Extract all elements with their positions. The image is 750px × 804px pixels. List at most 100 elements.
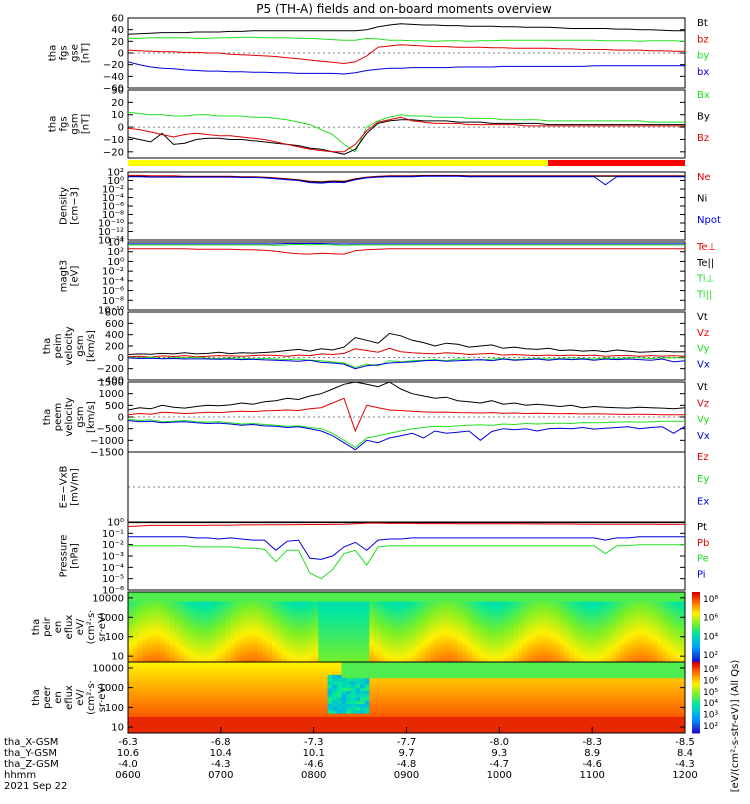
heat-cell xyxy=(643,621,648,625)
heat-cell xyxy=(485,714,490,718)
heat-cell xyxy=(225,668,230,672)
heat-cell xyxy=(151,727,156,731)
heat-cell xyxy=(509,662,514,666)
heat-cell xyxy=(546,678,551,682)
heat-cell xyxy=(221,621,226,625)
heat-cell xyxy=(481,691,486,695)
y-tick-label: 0 xyxy=(118,49,124,60)
heat-cell xyxy=(314,598,319,602)
heat-cell xyxy=(221,662,226,666)
heat-cell xyxy=(462,598,467,602)
heat-cell xyxy=(272,621,277,625)
heat-cell xyxy=(290,727,295,731)
heat-cell xyxy=(369,720,374,724)
heat-cell xyxy=(174,640,179,644)
heat-cell xyxy=(615,633,620,637)
heat-cell xyxy=(230,698,235,702)
heat-cell xyxy=(592,592,597,596)
heat-cell xyxy=(221,688,226,692)
heat-cell xyxy=(648,643,653,647)
heat-cell xyxy=(509,681,514,685)
heat-cell xyxy=(272,678,277,682)
heat-cell xyxy=(532,617,537,621)
heat-cell xyxy=(374,707,379,711)
heat-cell xyxy=(550,720,555,724)
heat-cell xyxy=(342,691,347,695)
heat-cell xyxy=(216,652,221,656)
heat-cell xyxy=(360,723,365,727)
heat-cell xyxy=(532,714,537,718)
heat-cell xyxy=(323,714,328,718)
heat-cell xyxy=(532,621,537,625)
heat-cell xyxy=(216,643,221,647)
heat-cell xyxy=(527,694,532,698)
heat-cell xyxy=(221,681,226,685)
heat-cell xyxy=(225,614,230,618)
heat-cell xyxy=(314,649,319,653)
heat-cell xyxy=(657,602,662,606)
heat-cell xyxy=(620,656,625,660)
heat-cell xyxy=(416,617,421,621)
heat-cell xyxy=(393,656,398,660)
heat-cell xyxy=(337,688,342,692)
heat-cell xyxy=(244,675,249,679)
heat-cell xyxy=(286,701,291,705)
heat-cell xyxy=(383,605,388,609)
heat-cell xyxy=(407,675,412,679)
heat-cell xyxy=(309,694,314,698)
heat-cell xyxy=(137,624,142,628)
y-axis-label: sr·eV) xyxy=(97,612,108,641)
heat-cell xyxy=(546,595,551,599)
heat-cell xyxy=(430,637,435,641)
heat-cell xyxy=(536,643,541,647)
heat-cell xyxy=(444,630,449,634)
heat-cell xyxy=(239,605,244,609)
heat-cell xyxy=(448,698,453,702)
heat-cell xyxy=(133,614,138,618)
heat-cell xyxy=(332,617,337,621)
heat-cell xyxy=(546,701,551,705)
heat-cell xyxy=(518,608,523,612)
heat-cell xyxy=(657,646,662,650)
heat-cell xyxy=(518,665,523,669)
heat-cell xyxy=(179,624,184,628)
heat-cell xyxy=(499,714,504,718)
heat-cell xyxy=(207,652,212,656)
heat-cell xyxy=(174,602,179,606)
heat-cell xyxy=(207,723,212,727)
heat-cell xyxy=(416,704,421,708)
y-tick-label: 40 xyxy=(111,25,124,36)
heat-cell xyxy=(365,640,370,644)
heat-cell xyxy=(225,717,230,721)
heat-cell xyxy=(662,614,667,618)
heat-cell xyxy=(504,652,509,656)
heat-cell xyxy=(425,704,430,708)
heat-cell xyxy=(137,627,142,631)
y-axis-label: magt3 xyxy=(59,260,70,293)
heat-cell xyxy=(225,627,230,631)
heat-cell xyxy=(402,624,407,628)
heat-cell xyxy=(662,605,667,609)
heat-cell xyxy=(272,611,277,615)
heat-cell xyxy=(583,633,588,637)
heat-cell xyxy=(221,698,226,702)
heat-cell xyxy=(676,646,681,650)
heat-cell xyxy=(476,621,481,625)
heat-cell xyxy=(485,598,490,602)
heat-cell xyxy=(411,598,416,602)
heat-cell xyxy=(286,691,291,695)
heat-cell xyxy=(550,675,555,679)
heat-cell xyxy=(253,701,258,705)
heat-cell xyxy=(160,714,165,718)
heat-cell xyxy=(221,602,226,606)
heat-cell xyxy=(504,605,509,609)
heat-cell xyxy=(351,656,356,660)
heat-cell xyxy=(439,602,444,606)
heat-cell xyxy=(216,627,221,631)
heat-cell xyxy=(620,633,625,637)
heat-cell xyxy=(523,627,528,631)
heat-cell xyxy=(625,637,630,641)
heat-cell xyxy=(342,668,347,672)
heat-cell xyxy=(360,627,365,631)
heat-cell xyxy=(555,627,560,631)
